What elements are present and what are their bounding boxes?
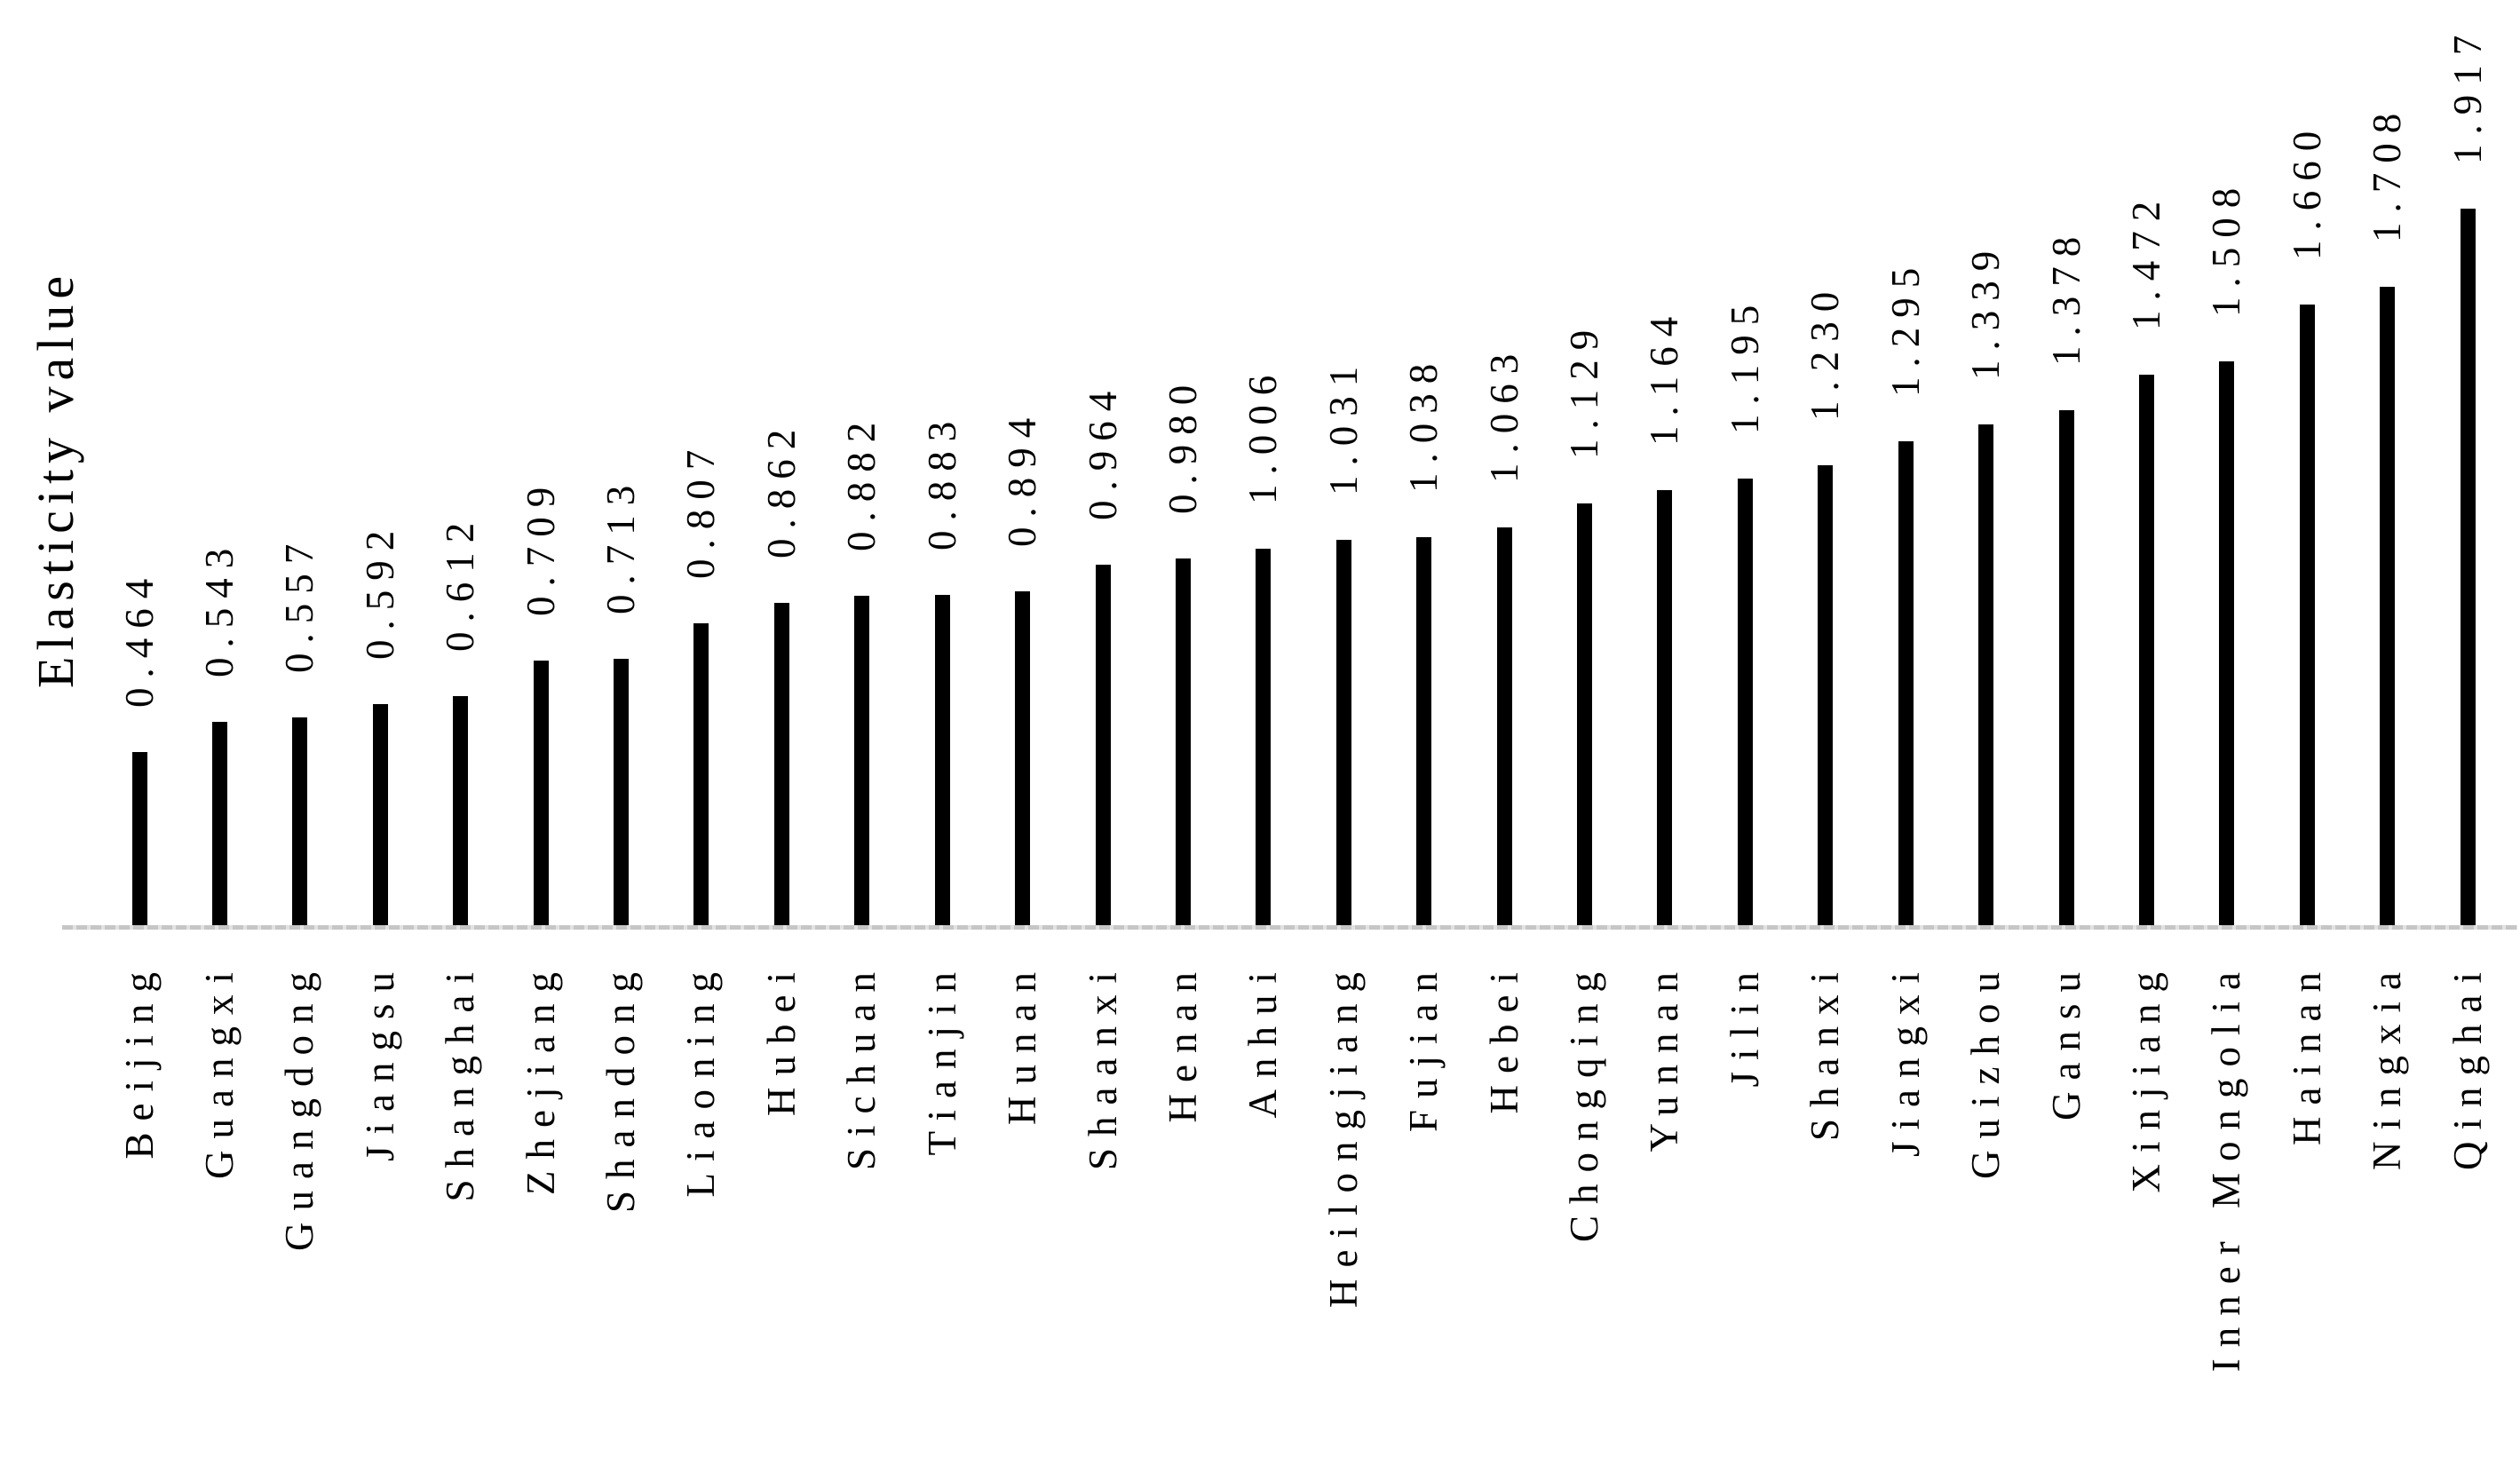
bar-value-label: 1.917 — [2445, 25, 2490, 164]
x-axis-category-label: Gansu — [2043, 961, 2088, 1121]
bar-value-label: 0.964 — [1080, 381, 1125, 520]
bar — [1978, 424, 1994, 925]
x-axis-category-label: Chongqing — [1562, 961, 1607, 1243]
bar — [934, 595, 950, 925]
x-axis-category-label: Hubei — [758, 961, 804, 1116]
bar — [2299, 305, 2315, 925]
x-axis-category-label: Jiangxi — [1882, 961, 1928, 1157]
bar — [1015, 591, 1031, 925]
bar-value-label: 1.708 — [2365, 103, 2410, 242]
bar-value-label: 1.508 — [2204, 178, 2249, 317]
bar-value-label: 1.164 — [1642, 306, 1687, 446]
x-axis-category-label: Fujian — [1401, 961, 1446, 1133]
bar-value-label: 1.031 — [1320, 356, 1366, 495]
bar — [1175, 558, 1191, 925]
x-axis-category-label: Sichuan — [839, 961, 884, 1170]
bar-value-label: 1.195 — [1722, 295, 1767, 434]
bar-value-label: 1.295 — [1882, 257, 1928, 397]
bar-value-label: 0.894 — [1000, 408, 1045, 547]
x-axis-category-label: Hunan — [1000, 961, 1045, 1125]
bar — [1496, 527, 1512, 925]
x-axis-category-label: Xinjiang — [2124, 961, 2168, 1193]
bar-value-label: 0.709 — [518, 477, 563, 616]
bar-value-label: 0.980 — [1160, 375, 1205, 514]
bar-value-label: 0.557 — [277, 534, 322, 673]
x-axis-category-label: Shandong — [598, 961, 644, 1213]
bar — [773, 603, 789, 925]
bar-value-label: 0.592 — [357, 520, 402, 660]
bar — [2219, 361, 2235, 925]
bar-value-label: 0.713 — [598, 475, 644, 614]
bar — [1335, 540, 1351, 925]
bar-value-label: 1.339 — [1963, 241, 2009, 380]
y-axis-title: Elasticity value — [27, 269, 84, 688]
bar-value-label: 0.882 — [839, 412, 884, 551]
x-axis-category-label: Guangdong — [277, 961, 322, 1251]
x-axis-category-label: Heilongjiang — [1320, 961, 1366, 1308]
x-axis-category-label: Guizhou — [1963, 961, 2009, 1179]
bar — [211, 722, 227, 925]
bar — [1416, 537, 1432, 925]
bar — [1095, 565, 1111, 925]
x-axis-category-label: Shaanxi — [1080, 961, 1125, 1170]
x-axis-category-label: Yunnan — [1642, 961, 1687, 1152]
bar-value-label: 0.464 — [116, 568, 162, 708]
bar-value-label: 0.883 — [919, 411, 964, 550]
bar-value-label: 1.038 — [1401, 353, 1446, 493]
x-axis-category-label: Inner Mongolia — [2204, 961, 2249, 1373]
bar-value-label: 1.230 — [1803, 281, 1848, 421]
bar — [1657, 490, 1673, 925]
x-axis-category-label: Hebei — [1481, 961, 1526, 1114]
bar — [1577, 503, 1593, 925]
bar-value-label: 1.472 — [2124, 191, 2168, 330]
x-axis-line — [62, 925, 2517, 930]
x-axis-category-label: Zhejiang — [518, 961, 563, 1195]
bar — [2460, 209, 2476, 925]
bar — [453, 696, 469, 925]
x-axis-category-label: Henan — [1160, 961, 1205, 1123]
bar — [1256, 549, 1272, 925]
bar — [131, 752, 147, 925]
bar — [1898, 441, 1914, 925]
bar-value-label: 0.862 — [758, 419, 804, 558]
x-axis-category-label: Shanxi — [1803, 961, 1848, 1142]
bar — [372, 704, 388, 925]
x-axis-category-label: Tianjin — [919, 961, 964, 1156]
x-axis-category-label: Beijing — [116, 961, 162, 1160]
bar — [854, 596, 870, 925]
bar — [2139, 375, 2154, 925]
x-axis-category-label: Shanghai — [438, 961, 483, 1202]
bar-value-label: 1.063 — [1481, 344, 1526, 483]
bar-value-label: 0.807 — [678, 440, 724, 579]
bar-value-label: 1.006 — [1240, 365, 1286, 504]
bar — [1818, 465, 1834, 925]
x-axis-category-label: Qinghai — [2445, 961, 2490, 1170]
x-axis-category-label: Liaoning — [678, 961, 724, 1198]
x-axis-category-label: Ningxia — [2365, 961, 2410, 1170]
bar — [292, 717, 308, 925]
x-axis-category-label: Anhui — [1240, 961, 1286, 1119]
bar-value-label: 1.378 — [2043, 226, 2088, 366]
x-axis-category-label: Guangxi — [196, 961, 242, 1179]
bar — [614, 659, 630, 925]
bar-value-label: 0.612 — [438, 512, 483, 652]
x-axis-category-label: Jiangsu — [357, 961, 402, 1161]
bar — [693, 623, 709, 925]
bar-value-label: 1.129 — [1562, 320, 1607, 459]
bar-value-label: 1.660 — [2284, 121, 2329, 260]
bar — [1737, 479, 1753, 925]
bar — [2058, 410, 2074, 925]
bar — [533, 661, 549, 925]
bar — [2380, 287, 2396, 925]
x-axis-category-label: Hainan — [2284, 961, 2329, 1145]
x-axis-category-label: Jilin — [1722, 961, 1767, 1088]
bar-value-label: 0.543 — [196, 538, 242, 677]
